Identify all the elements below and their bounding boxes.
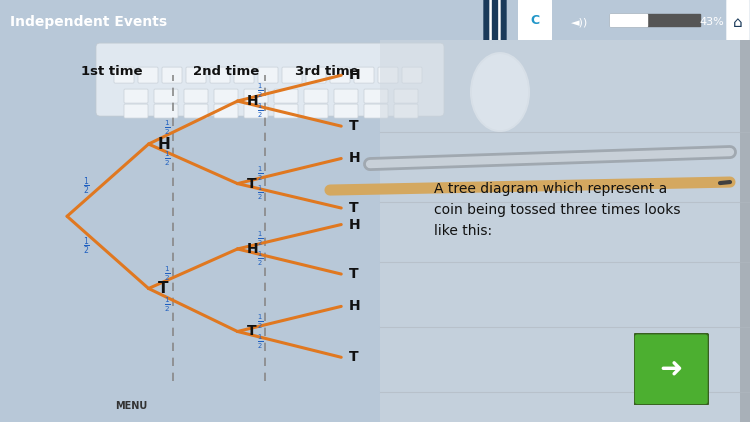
FancyBboxPatch shape <box>334 104 358 118</box>
Text: T: T <box>349 119 358 133</box>
Text: $\frac{1}{2}$: $\frac{1}{2}$ <box>257 312 263 330</box>
FancyBboxPatch shape <box>394 89 418 103</box>
Text: $\frac{1}{2}$: $\frac{1}{2}$ <box>164 264 171 283</box>
Text: H: H <box>247 94 258 108</box>
FancyBboxPatch shape <box>114 67 134 83</box>
FancyBboxPatch shape <box>330 67 350 83</box>
Ellipse shape <box>484 0 506 303</box>
Text: 43%: 43% <box>700 17 724 27</box>
FancyBboxPatch shape <box>214 89 238 103</box>
Text: $\frac{1}{2}$: $\frac{1}{2}$ <box>164 295 171 314</box>
FancyBboxPatch shape <box>124 89 148 103</box>
FancyBboxPatch shape <box>304 104 328 118</box>
Text: H: H <box>349 217 360 232</box>
FancyBboxPatch shape <box>162 67 182 83</box>
Text: T: T <box>247 176 256 191</box>
Bar <box>740 40 750 422</box>
FancyBboxPatch shape <box>124 104 148 118</box>
Text: $\frac{1}{2}$: $\frac{1}{2}$ <box>83 175 90 197</box>
Text: $\frac{1}{2}$: $\frac{1}{2}$ <box>164 119 171 137</box>
FancyBboxPatch shape <box>186 67 206 83</box>
FancyBboxPatch shape <box>214 104 238 118</box>
FancyBboxPatch shape <box>184 89 208 103</box>
Text: $\frac{1}{2}$: $\frac{1}{2}$ <box>257 230 263 248</box>
Text: A tree diagram which represent a
coin being tossed three times looks
like this:: A tree diagram which represent a coin be… <box>434 182 681 238</box>
FancyBboxPatch shape <box>154 89 178 103</box>
Text: T: T <box>349 201 358 215</box>
Text: T: T <box>247 325 256 338</box>
FancyBboxPatch shape <box>378 67 398 83</box>
Text: $\frac{1}{2}$: $\frac{1}{2}$ <box>257 81 263 100</box>
Text: $\frac{1}{2}$: $\frac{1}{2}$ <box>257 250 263 268</box>
Bar <box>610 14 700 26</box>
Ellipse shape <box>470 52 530 132</box>
Text: T: T <box>158 281 168 296</box>
FancyBboxPatch shape <box>184 104 208 118</box>
FancyBboxPatch shape <box>364 89 388 103</box>
FancyBboxPatch shape <box>634 333 709 405</box>
FancyBboxPatch shape <box>334 89 358 103</box>
Text: $\frac{1}{2}$: $\frac{1}{2}$ <box>257 165 263 183</box>
Text: MENU: MENU <box>116 401 147 411</box>
FancyBboxPatch shape <box>354 67 374 83</box>
FancyBboxPatch shape <box>727 0 749 77</box>
FancyBboxPatch shape <box>282 67 302 83</box>
Text: ➜: ➜ <box>660 355 682 383</box>
Text: H: H <box>349 68 360 82</box>
FancyBboxPatch shape <box>364 104 388 118</box>
Ellipse shape <box>472 54 528 130</box>
Text: Independent Events: Independent Events <box>10 15 167 29</box>
Text: $\frac{1}{2}$: $\frac{1}{2}$ <box>257 102 263 120</box>
Text: $\frac{1}{2}$: $\frac{1}{2}$ <box>83 236 90 257</box>
FancyBboxPatch shape <box>274 89 298 103</box>
FancyBboxPatch shape <box>274 104 298 118</box>
Circle shape <box>490 0 500 222</box>
Text: T: T <box>349 267 358 281</box>
Text: $\frac{1}{2}$: $\frac{1}{2}$ <box>257 184 263 203</box>
Text: $\frac{1}{2}$: $\frac{1}{2}$ <box>257 333 263 351</box>
Text: H: H <box>247 242 258 256</box>
FancyBboxPatch shape <box>234 67 254 83</box>
FancyBboxPatch shape <box>244 89 268 103</box>
Text: H: H <box>349 299 360 314</box>
Text: 3rd time: 3rd time <box>295 65 358 78</box>
Text: H: H <box>158 137 170 151</box>
FancyBboxPatch shape <box>96 43 444 116</box>
Text: T: T <box>349 350 358 364</box>
Text: ⌂: ⌂ <box>734 14 742 30</box>
FancyBboxPatch shape <box>304 89 328 103</box>
FancyBboxPatch shape <box>138 67 158 83</box>
FancyBboxPatch shape <box>210 67 230 83</box>
FancyBboxPatch shape <box>518 0 552 116</box>
FancyBboxPatch shape <box>258 67 278 83</box>
Bar <box>380 40 750 422</box>
FancyBboxPatch shape <box>402 67 422 83</box>
Text: 2nd time: 2nd time <box>194 65 260 78</box>
Bar <box>610 14 647 26</box>
Text: H: H <box>349 151 360 165</box>
Text: ◄)): ◄)) <box>572 17 589 27</box>
Text: 1st time: 1st time <box>81 65 142 78</box>
FancyBboxPatch shape <box>306 67 326 83</box>
FancyBboxPatch shape <box>154 104 178 118</box>
Circle shape <box>493 0 497 122</box>
Text: $\frac{1}{2}$: $\frac{1}{2}$ <box>164 150 171 168</box>
FancyBboxPatch shape <box>394 104 418 118</box>
Text: C: C <box>530 14 539 27</box>
FancyBboxPatch shape <box>244 104 268 118</box>
